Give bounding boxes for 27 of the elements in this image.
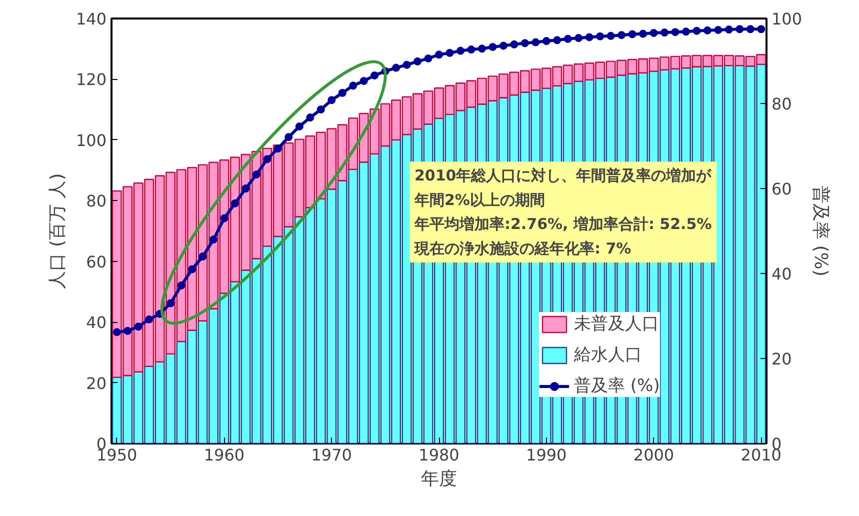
x-tick-label: 2000: [633, 446, 674, 464]
y-tick-label: 60: [86, 252, 106, 272]
annotation: 年平均増加率:2.76%, 増加率合計: 52.5%: [414, 215, 712, 234]
y-tick-label: 120: [76, 70, 107, 90]
annotation: 年間2%以上の期間: [414, 190, 545, 209]
y-axis-title: 人口 (百万 人): [46, 173, 68, 289]
y2-tick-label: 40: [772, 264, 792, 284]
y-tick-label: 80: [86, 192, 106, 211]
annotation: 2010年総人口に対し、年間普及率の増加が: [414, 166, 712, 185]
y-tick-label: 20: [86, 374, 106, 393]
x-tick-label: 1960: [204, 446, 245, 464]
x-tick-label: 1980: [418, 446, 460, 464]
y2-tick-label: 80: [772, 94, 792, 114]
y-tick-label: 100: [76, 130, 107, 150]
y2-tick-label: 20: [772, 350, 792, 368]
y-tick-label: 140: [76, 10, 107, 28]
annotation: 現在の浄水施設の経年化率: 7%: [414, 240, 632, 258]
y-tick-label: 40: [86, 313, 106, 332]
y2-tick-label: 100: [772, 10, 802, 28]
x-axis-title: 年度: [421, 468, 457, 490]
legend-label: 給水人口: [574, 344, 642, 366]
legend-label: 未普及人口: [574, 313, 659, 335]
legend-label: 普及率 (%): [574, 375, 660, 397]
y2-tick-label: 60: [772, 180, 792, 198]
x-tick-label: 1990: [526, 446, 567, 464]
x-tick-label: 1970: [311, 446, 352, 464]
y2-axis-title: 普及率 (%): [810, 186, 832, 276]
